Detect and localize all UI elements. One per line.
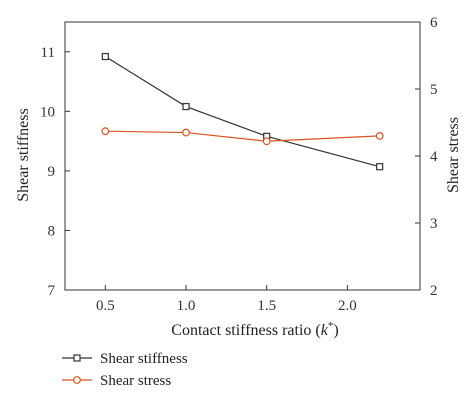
data-point [101,127,110,136]
series-2 [101,127,384,146]
legend-item: Shear stiffness [62,351,188,367]
data-point [101,52,109,61]
y-left-tick-label: 9 [48,164,56,180]
data-point [182,102,190,111]
legend-marker [73,376,81,384]
data-point [262,137,271,146]
y-right-tick-label: 3 [430,216,438,232]
data-point [375,131,384,140]
y-left-tick-label: 11 [41,45,55,61]
x-axis-ticks: 0.5 1.0 1.5 2.0 [96,285,357,314]
legend-marker [73,354,81,362]
y-left-tick-label: 8 [48,223,56,239]
y-right-axis-label: Shear stress [445,117,462,193]
x-tick-label: 1.0 [177,298,196,314]
x-axis-label: Contact stiffness ratio (k*) [171,320,338,339]
legend: Shear stiffness Shear stress [62,351,188,389]
y-right-tick-label: 6 [430,15,438,31]
x-tick-label: 1.5 [257,298,276,314]
x-tick-label: 2.0 [338,298,357,314]
y-left-axis-label: Shear stiffness [15,108,32,201]
x-axis-label-main: Contact stiffness ratio ( [171,322,320,339]
x-axis-label-end: ) [333,322,338,339]
y-right-tick-label: 4 [430,149,438,165]
legend-label: Shear stress [100,373,171,389]
x-axis-label-sup: * [328,320,334,332]
legend-item: Shear stress [62,373,171,389]
x-tick-label: 0.5 [96,298,115,314]
data-point [182,128,190,137]
series-1 [101,52,384,171]
y-left-axis-ticks: 7 8 9 10 11 [40,45,70,299]
x-axis-label-symbol: k [321,322,329,339]
series-line [105,130,380,142]
y-right-tick-label: 5 [430,82,438,98]
plot-area: 0.5 1.0 1.5 2.0 7 8 9 10 11 2 3 4 5 6 [40,15,438,314]
y-left-tick-label: 10 [40,104,55,120]
y-right-tick-label: 2 [430,283,438,299]
y-left-tick-label: 7 [48,283,56,299]
series-line [105,56,380,168]
plot-frame [64,21,421,291]
series-layer [101,52,384,171]
y-right-axis-ticks: 2 3 4 5 6 [415,15,438,299]
data-point [376,163,384,171]
legend-label: Shear stiffness [100,351,188,367]
